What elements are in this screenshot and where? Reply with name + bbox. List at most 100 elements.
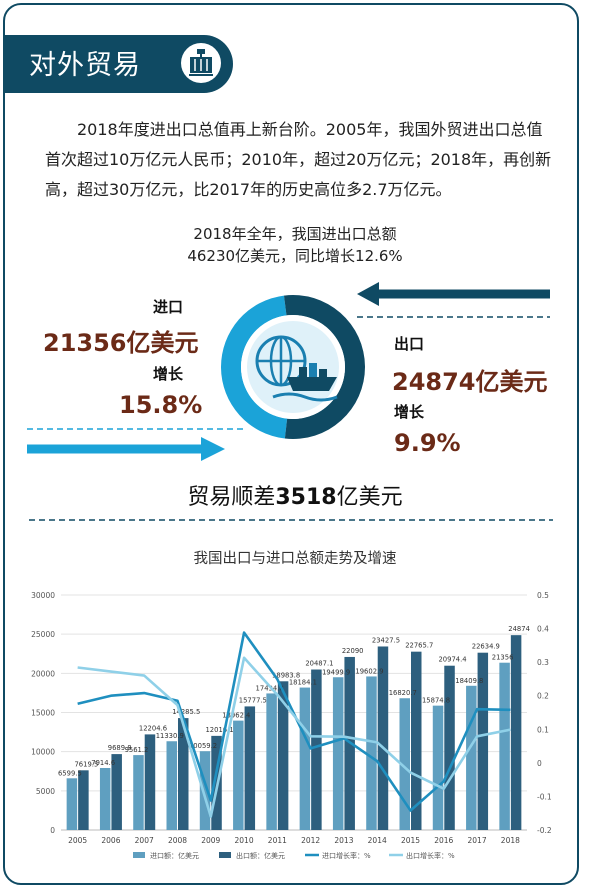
- trade-balance-value: 3518: [275, 485, 337, 510]
- x-tick-label: 2011: [268, 836, 287, 845]
- bar-export: [510, 635, 522, 830]
- bar-export-label: 12204.6: [139, 724, 167, 732]
- chart-title: 我国出口与进口总额走势及增速: [193, 551, 397, 567]
- bar-import-label: 7914.6: [91, 759, 115, 767]
- bar-import-label: 15874.8: [422, 697, 450, 705]
- x-tick-label: 2009: [201, 836, 220, 845]
- bar-export-label: 15777.5: [239, 696, 267, 704]
- export-label: 出口: [394, 335, 425, 353]
- bar-import: [233, 720, 244, 830]
- section-header: 对外贸易: [5, 35, 233, 93]
- bar-export-label: 9689.8: [108, 744, 132, 752]
- y-tick-label: 5000: [36, 787, 55, 796]
- x-tick-label: 2014: [368, 836, 387, 845]
- x-tick-label: 2017: [468, 836, 487, 845]
- y2-tick-label: 0.4: [537, 625, 549, 634]
- bar-import-label: 17434.8: [256, 684, 284, 692]
- legend-label: 进口额：亿美元: [150, 851, 199, 860]
- bar-import: [466, 685, 477, 830]
- bar-export-label: 14285.5: [172, 708, 200, 716]
- y-tick-label: 20000: [31, 669, 55, 678]
- bar-export-label: 22765.7: [405, 642, 433, 650]
- bar-export-label: 7619.5: [74, 760, 98, 768]
- bar-import: [432, 705, 444, 830]
- y-tick-label: 25000: [31, 630, 55, 639]
- bar-export: [244, 706, 256, 830]
- legend-label: 出口增长率：%: [406, 851, 455, 860]
- legend-swatch: [133, 852, 145, 858]
- import-label: 进口: [153, 298, 184, 316]
- import-arrow-head: [201, 437, 225, 461]
- trade-trend-chart: 0 5000 10000 15000 20000 25000 30000 -0.2 -0.1 0 0…: [31, 591, 552, 860]
- y2-tick-label: -0.2: [537, 826, 552, 835]
- summary-line-1: 2018年全年，我国进出口总额: [193, 225, 397, 243]
- bar-import-label: 10059.2: [189, 742, 217, 750]
- bar-export-label: 22090: [342, 647, 364, 655]
- bar-import: [366, 676, 377, 830]
- bar-export: [311, 669, 322, 830]
- export-growth-value: 9.9%: [394, 429, 461, 457]
- globe-ship-icon: [255, 335, 338, 402]
- y-tick-label: 30000: [31, 591, 55, 600]
- bar-import-label: 18184.1: [289, 679, 317, 687]
- legend-label: 进口增长率：%: [322, 851, 371, 860]
- y-tick-label: 0: [50, 826, 55, 835]
- bar-import-label: 18409.8: [455, 677, 483, 685]
- x-tick-label: 2016: [434, 836, 453, 845]
- bar-import: [499, 662, 510, 830]
- summary-line-2: 46230亿美元，同比增长12.6%: [187, 247, 403, 265]
- trade-balance-prefix: 贸易顺差: [187, 485, 276, 510]
- y-tick-label: 10000: [31, 748, 55, 757]
- bar-import-label: 19499.9: [322, 668, 350, 676]
- bar-export-label: 20974.4: [438, 656, 466, 664]
- x-tick-label: 2013: [334, 836, 353, 845]
- bar-export-label: 22634.9: [472, 643, 500, 651]
- bar-import: [66, 778, 78, 830]
- x-tick-label: 2018: [501, 836, 520, 845]
- y2-tick-label: 0.2: [537, 692, 549, 701]
- bar-export-label: 23427.5: [372, 636, 400, 644]
- x-tick-label: 2010: [235, 836, 254, 845]
- section-divider: [29, 519, 553, 521]
- bar-import-label: 19602.9: [355, 667, 383, 675]
- bar-import-label: 6599.5: [58, 769, 82, 777]
- export-value: 24874亿美元: [392, 368, 548, 396]
- x-tick-label: 2015: [401, 836, 420, 845]
- trade-balance-suffix: 亿美元: [336, 485, 403, 510]
- bar-import: [99, 768, 111, 830]
- export-growth-label: 增长: [394, 403, 425, 421]
- bar-import: [266, 693, 277, 830]
- bar-export-label: 18983.8: [272, 671, 300, 679]
- y2-tick-label: 0.1: [537, 725, 549, 734]
- bar-import-label: 9561.2: [125, 746, 149, 754]
- bar-import: [332, 677, 344, 830]
- export-arrow-head: [357, 282, 379, 306]
- bar-import-label: 13962.4: [222, 712, 250, 720]
- x-tick-label: 2006: [101, 836, 120, 845]
- y2-tick-label: 0: [537, 759, 542, 768]
- donut-import-segment: [220, 295, 288, 439]
- bar-export: [277, 681, 289, 830]
- bar-export: [78, 770, 89, 830]
- bar-export-label: 12016.1: [205, 726, 233, 734]
- import-growth-value: 15.8%: [119, 391, 203, 419]
- intro-paragraph: 2018年度进出口总值再上新台阶。2005年，我国外贸进出口总值首次超过10万亿…: [45, 120, 552, 199]
- x-tick-label: 2012: [301, 836, 320, 845]
- y2-tick-label: 0.3: [537, 658, 549, 667]
- import-growth-label: 增长: [153, 365, 184, 383]
- import-value: 21356亿美元: [43, 329, 199, 357]
- donut-export-segment: [283, 295, 365, 440]
- trade-balance: 贸易顺差3518亿美元: [5, 479, 577, 511]
- bar-import-label: 11330.9: [156, 732, 184, 740]
- bar-import: [199, 751, 211, 830]
- x-tick-label: 2008: [168, 836, 187, 845]
- legend-swatch: [219, 852, 231, 858]
- y2-tick-label: 0.5: [537, 591, 549, 600]
- bar-export-label: 24874: [508, 625, 530, 633]
- bar-import: [166, 741, 177, 830]
- cargo-crane-icon: [181, 43, 221, 83]
- bar-import-label: 16820.7: [389, 689, 417, 697]
- poster-frame: 对外贸易 2018年度进出口总值再上新台阶。2005年，我国外贸进出口总值首次超…: [3, 3, 579, 885]
- bar-export-label: 20487.1: [305, 660, 333, 668]
- bar-export: [178, 718, 189, 830]
